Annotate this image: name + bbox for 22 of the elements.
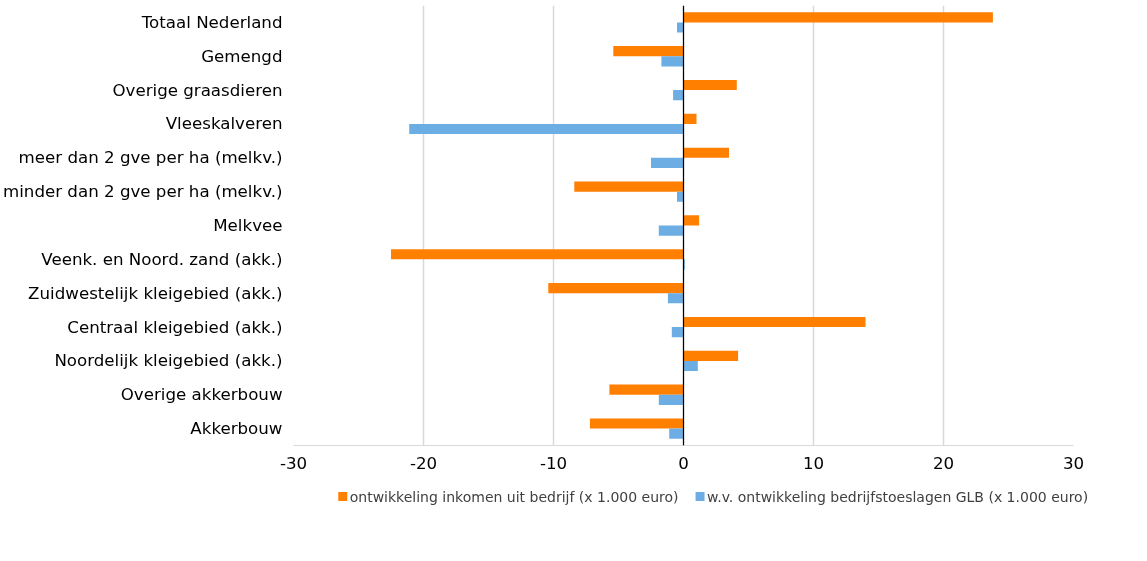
y-tick-label: Noordelijk kleigebied (akk.) <box>54 351 283 371</box>
y-tick-label: minder dan 2 gve per ha (melkv.) <box>3 182 283 202</box>
y-tick-label: Melkvee <box>213 216 283 235</box>
y-tick-label: Centraal kleigebied (akk.) <box>67 317 283 337</box>
y-tick-label: Veenk. en Noord. zand (akk.) <box>41 249 283 269</box>
x-tick-label: -30 <box>279 453 308 473</box>
y-tick-label: Overige graasdieren <box>112 80 283 100</box>
x-tick-label: 30 <box>1062 453 1085 473</box>
y-tick-label: Akkerbouw <box>190 419 283 439</box>
x-tick-label: 10 <box>802 453 825 473</box>
y-tick-label: Gemengd <box>201 46 283 66</box>
y-tick-label: Overige akkerbouw <box>120 385 283 405</box>
x-tick-label: 0 <box>678 453 689 473</box>
y-tick-label: Vleeskalveren <box>165 114 283 134</box>
y-tick-label: meer dan 2 gve per ha (melkv.) <box>18 148 283 168</box>
x-tick-label: 20 <box>932 453 955 473</box>
y-tick-label: Totaal Nederland <box>140 12 283 32</box>
x-tick-label: -20 <box>409 453 438 473</box>
legend-label: w.v. ontwikkeling bedrijfstoeslagen GLB (x 1.000 euro) <box>707 488 1089 505</box>
x-tick-label: -10 <box>539 453 568 473</box>
y-tick-label: Zuidwestelijk kleigebied (akk.) <box>28 283 283 303</box>
legend-label: ontwikkeling inkomen uit bedrijf (x 1.000 euro) <box>349 488 679 505</box>
